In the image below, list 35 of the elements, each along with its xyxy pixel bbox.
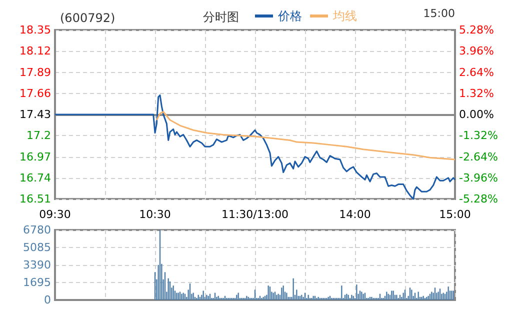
- x-tick-label: 15:00: [439, 208, 471, 221]
- y-tick-label: 17.2: [26, 129, 51, 142]
- y-tick-label: 16.97: [20, 150, 51, 164]
- y-tick-label: 17.89: [20, 66, 51, 79]
- x-tick-label: 14:00: [339, 208, 371, 221]
- y-tick-label: 17.43: [20, 108, 51, 121]
- text: 15:00: [423, 7, 456, 20]
- y2-tick-label: -5.28%: [459, 192, 498, 206]
- y2-tick-label: -2.64%: [459, 150, 498, 164]
- chart-title: (600792): [60, 11, 116, 25]
- line-series: [54, 94, 456, 200]
- y2-tick-label: -1.32%: [459, 129, 498, 142]
- y-tick-label: 16.74: [20, 171, 51, 184]
- y-tick-label: 5085: [23, 241, 51, 254]
- x-tick-label: 10:30: [139, 208, 171, 221]
- y-tick-label: 6780: [23, 224, 51, 236]
- y2-tick-label: 1.32%: [459, 86, 494, 100]
- y2-tick-label: 2.64%: [459, 66, 494, 79]
- x-tick-label: 11:30/13:00: [221, 208, 289, 221]
- y-tick-label: 17.66: [20, 86, 51, 100]
- y2-tick-label: 0.00%: [459, 108, 494, 121]
- line-series: [156, 110, 456, 160]
- legend-label: 价格: [277, 9, 302, 23]
- chart-subtitle: 分时图: [203, 10, 239, 24]
- y-tick-label: 0: [44, 294, 51, 306]
- legend-label: 均线: [332, 9, 357, 23]
- x-tick-label: 09:30: [39, 208, 71, 221]
- y-tick-label: 16.51: [20, 192, 51, 206]
- y2-tick-label: -3.96%: [459, 171, 498, 184]
- y-tick-label: 18.12: [20, 44, 51, 58]
- y-tick-label: 1695: [23, 276, 51, 289]
- y2-tick-label: 5.28%: [459, 24, 494, 36]
- y-tick-label: 3390: [23, 258, 51, 272]
- y-tick-label: 18.35: [20, 24, 51, 36]
- y2-tick-label: 3.96%: [459, 44, 494, 58]
